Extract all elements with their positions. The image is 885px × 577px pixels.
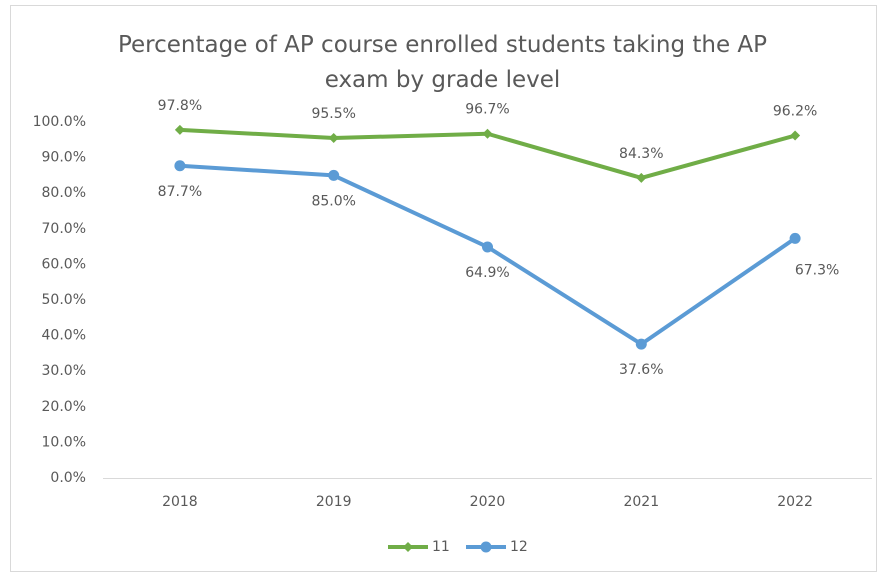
data-point <box>174 124 185 135</box>
data-label: 85.0% <box>311 193 355 209</box>
chart-title: Percentage of AP course enrolled student… <box>117 32 768 93</box>
x-tick-label: 2018 <box>162 494 198 510</box>
legend-label: 12 <box>510 539 528 555</box>
x-tick-label: 2020 <box>470 494 506 510</box>
data-label: 97.8% <box>158 98 202 114</box>
chart-border <box>10 5 877 572</box>
data-point <box>635 338 647 350</box>
legend-label: 11 <box>432 539 450 555</box>
y-tick-label: 70.0% <box>42 221 86 237</box>
data-point <box>636 172 647 183</box>
legend-marker <box>480 541 492 553</box>
y-tick-label: 30.0% <box>42 363 86 379</box>
y-tick-label: 0.0% <box>50 470 86 486</box>
y-tick-label: 20.0% <box>42 399 86 415</box>
legend-marker <box>403 542 413 552</box>
x-tick-label: 2022 <box>777 494 813 510</box>
data-label: 64.9% <box>465 265 509 281</box>
y-tick-label: 60.0% <box>42 256 86 272</box>
data-point <box>790 130 801 141</box>
x-tick-label: 2021 <box>623 494 659 510</box>
data-point <box>328 169 340 181</box>
data-label: 96.2% <box>773 104 817 120</box>
data-label: 87.7% <box>158 184 202 200</box>
y-tick-label: 40.0% <box>42 328 86 344</box>
data-point <box>328 133 339 144</box>
x-tick-label: 2019 <box>316 494 352 510</box>
data-point <box>482 128 493 139</box>
data-label: 84.3% <box>619 146 663 162</box>
data-label: 96.7% <box>465 102 509 118</box>
data-point <box>174 160 186 172</box>
data-point <box>482 241 493 253</box>
y-tick-label: 90.0% <box>42 150 86 166</box>
data-point <box>789 232 801 244</box>
data-label: 67.3% <box>795 262 839 278</box>
data-label: 95.5% <box>311 106 355 122</box>
data-label: 37.6% <box>619 362 663 378</box>
y-tick-label: 80.0% <box>42 185 86 201</box>
y-tick-label: 50.0% <box>42 292 86 308</box>
y-tick-label: 100.0% <box>33 114 86 130</box>
y-tick-label: 10.0% <box>42 434 86 450</box>
